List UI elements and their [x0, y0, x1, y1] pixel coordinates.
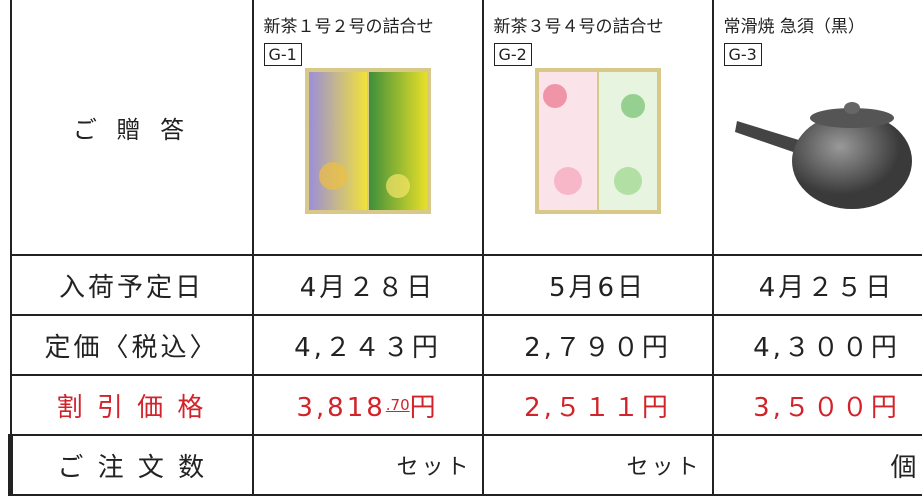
order-unit: 個: [713, 435, 922, 495]
row-label: ご 注 文 数: [11, 435, 253, 495]
product-cell: 新茶１号２号の詰合せ G-1: [253, 0, 483, 255]
order-unit: セット: [253, 435, 483, 495]
cell: 4,２４３円: [253, 315, 483, 375]
product-name: 新茶３号４号の詰合せ: [484, 12, 712, 37]
cell: 4月２５日: [713, 255, 922, 315]
row-label: 定価〈税込〉: [11, 315, 253, 375]
product-code: G-1: [264, 43, 302, 66]
product-name: 常滑焼 急須（黒）: [714, 12, 922, 37]
product-cell: 新茶３号４号の詰合せ G-2: [483, 0, 713, 255]
cell: 3,５００円: [713, 375, 922, 435]
unit: 円: [410, 393, 439, 423]
product-code: G-3: [724, 43, 762, 66]
price-fraction: .70: [386, 396, 410, 414]
product-image: [533, 66, 663, 216]
cell: 5月6日: [483, 255, 713, 315]
row-label: 入荷予定日: [11, 255, 253, 315]
product-cell: 常滑焼 急須（黒） G-3: [713, 0, 922, 255]
cell: 2,７９０円: [483, 315, 713, 375]
gift-table: ご 贈 答 新茶１号２号の詰合せ G-1 新茶３号４号の詰合せ G-2 常滑焼 …: [8, 0, 922, 496]
order-unit: セット: [483, 435, 713, 495]
cell: 3,818.70円: [253, 375, 483, 435]
cell: 4,３００円: [713, 315, 922, 375]
product-image: [303, 66, 433, 216]
product-name: 新茶１号２号の詰合せ: [254, 12, 482, 37]
cell: 4月２８日: [253, 255, 483, 315]
product-image: [727, 66, 922, 216]
product-code: G-2: [494, 43, 532, 66]
row-label: 割 引 価 格: [11, 375, 253, 435]
cell: 2,５１１円: [483, 375, 713, 435]
header-label: ご 贈 答: [11, 0, 253, 255]
price: 3,818: [296, 393, 385, 423]
